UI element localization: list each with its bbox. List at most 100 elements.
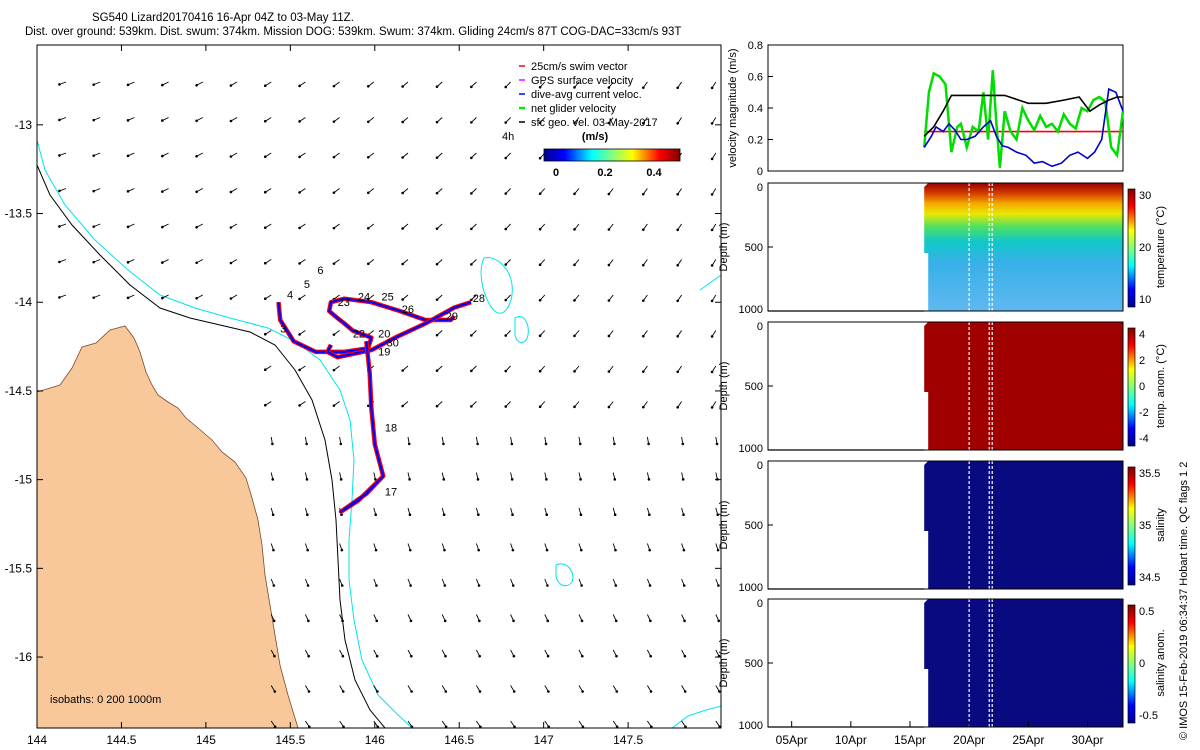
current-vector-head — [126, 154, 130, 158]
current-vector-head — [715, 442, 719, 446]
current-vector-head — [470, 156, 473, 160]
current-vector-head — [332, 191, 336, 194]
current-vector-head — [92, 83, 96, 86]
current-vector-head — [476, 442, 479, 446]
current-vector-head — [504, 298, 508, 302]
colorbar-tick-label: -4 — [1139, 433, 1149, 445]
current-vector-head — [676, 370, 679, 374]
current-vector-head — [332, 404, 336, 407]
current-vector-head — [195, 225, 198, 229]
current-vector-head — [263, 226, 267, 230]
colorbar-title: (m/s) — [582, 131, 609, 143]
current-vector-head — [648, 548, 651, 552]
map-x-tick-label: 147 — [534, 733, 554, 747]
map-legend: 25cm/s swim vector GPS surface velocity … — [519, 61, 658, 129]
legend-label: net glider velocity — [531, 103, 616, 115]
current-vector-head — [538, 192, 542, 196]
map-x-tick-label: 145 — [196, 733, 216, 747]
current-vector-head — [470, 121, 473, 124]
track-current-vectors — [339, 341, 385, 513]
current-vector-head — [435, 120, 439, 124]
current-vector-head — [681, 478, 685, 481]
current-vector-head — [161, 296, 164, 300]
current-vector-head — [613, 478, 617, 481]
current-vector-head — [306, 584, 310, 587]
current-vector-head — [504, 227, 508, 231]
current-vector-head — [307, 654, 310, 658]
current-vector-head — [298, 84, 301, 88]
current-vector-head — [272, 584, 276, 587]
current-vector-head — [229, 190, 233, 194]
current-vector-head — [409, 654, 413, 658]
current-vector-head — [470, 227, 473, 231]
current-vector-head — [229, 119, 233, 123]
current-vector-head — [332, 120, 336, 123]
isobath-1000m — [37, 139, 413, 728]
legend-entry-gps: GPS surface velocity — [519, 75, 634, 87]
current-vector-head — [615, 725, 619, 728]
current-vector-head — [710, 299, 714, 303]
current-vector-head — [263, 332, 267, 336]
map-x-tick-label: 144.5 — [106, 733, 136, 747]
current-vector-head — [470, 263, 473, 266]
current-vector-head — [546, 654, 550, 658]
current-vector-head — [470, 369, 473, 373]
legend-label: 25cm/s swim vector — [531, 61, 628, 73]
depth-y-tick-label: 500 — [745, 658, 763, 670]
depth-y-tick-label: 1000 — [739, 304, 763, 316]
current-vector-head — [263, 261, 267, 265]
depth-y-tick-label: 1000 — [739, 582, 763, 594]
current-vector-head — [615, 654, 618, 658]
current-vector-head — [647, 478, 651, 481]
current-vector-head — [581, 725, 585, 728]
current-vector-head — [710, 228, 714, 232]
current-vector-head — [578, 442, 582, 446]
current-vector-head — [545, 478, 548, 481]
current-vector-head — [332, 333, 336, 336]
legend-entry-current: dive-avg current veloc. — [519, 89, 642, 101]
current-vector-head — [92, 296, 96, 299]
track-day-label: 17 — [385, 487, 397, 499]
current-vector-head — [641, 228, 645, 231]
current-vector-head — [92, 260, 96, 264]
current-vector-head — [580, 619, 584, 623]
current-vector-head — [676, 193, 679, 196]
current-vector-head — [538, 405, 542, 409]
current-vector-head — [504, 156, 508, 160]
depth-y-tick-label: 500 — [745, 520, 763, 532]
map-y-tick-label: -14.5 — [5, 384, 33, 398]
current-vector-head — [229, 261, 233, 265]
current-vector-head — [650, 725, 653, 728]
current-vector-head — [511, 548, 515, 552]
colorbar-tick-label: -0.5 — [1139, 710, 1158, 722]
speed-colorbar: (m/s) 0 0.2 0.4 — [543, 131, 681, 179]
current-vector-field — [58, 81, 721, 728]
current-vector-head — [339, 478, 343, 481]
velocity-y-tick-label: 0.6 — [748, 72, 763, 84]
current-vector-head — [681, 442, 685, 446]
map-x-tick-label: 146 — [365, 733, 385, 747]
current-vector-head — [676, 228, 679, 232]
time-tick-label: 25Apr — [1012, 733, 1044, 747]
legend-entry-swim: 25cm/s swim vector — [519, 61, 628, 73]
current-vector-head — [298, 333, 301, 336]
current-vector-head — [547, 690, 550, 693]
chart-title: SG540 Lizard20170416 16-Apr 04Z to 03-Ma… — [92, 12, 354, 24]
current-vector-head — [607, 228, 611, 231]
current-vector-head — [710, 264, 714, 267]
current-vector-head — [648, 584, 652, 587]
colorbar-tick-label: 35.5 — [1139, 468, 1160, 480]
velocity-y-tick-label: 0.4 — [748, 103, 763, 115]
current-vector-head — [435, 333, 439, 337]
track-day-label: 5 — [304, 279, 310, 291]
current-vector-head — [682, 548, 686, 552]
velocity-y-tick-label: 0.8 — [748, 40, 763, 52]
current-vector-head — [271, 442, 274, 446]
map-y-axis: -13 -13.5 -14 -14.5 -15 -15.5 -16 — [5, 118, 721, 664]
colorbar-label: salinity — [1155, 508, 1167, 542]
current-vector-head — [271, 513, 275, 517]
current-vector-head — [510, 478, 514, 481]
current-vector-head — [332, 84, 336, 88]
